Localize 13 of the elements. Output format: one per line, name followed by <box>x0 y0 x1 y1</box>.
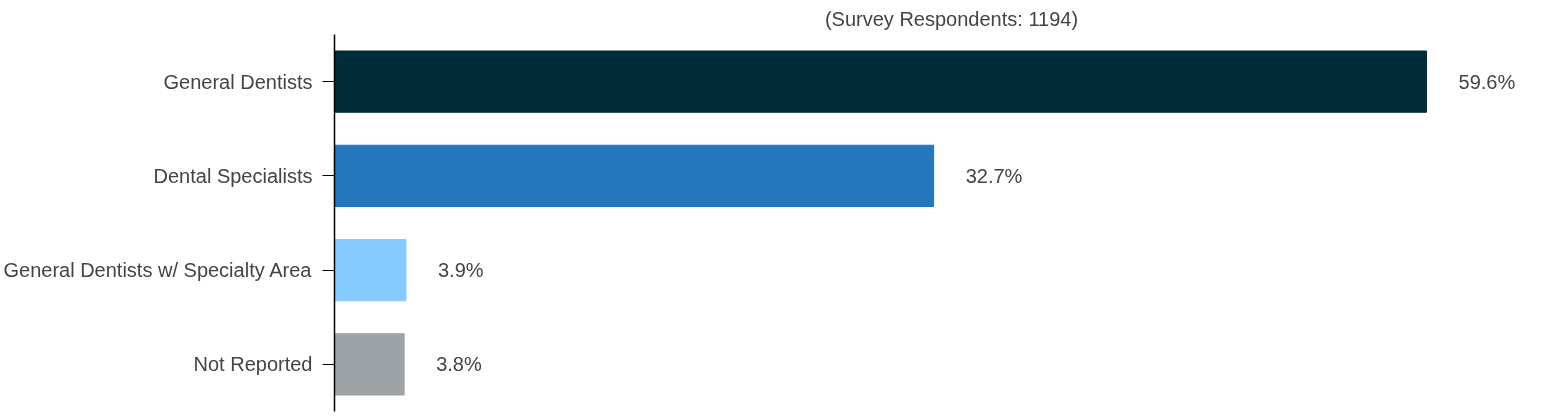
y-tick-label: General Dentists <box>163 70 313 93</box>
bar <box>334 50 1428 113</box>
y-tick-label: General Dentists w/ Specialty Area <box>3 259 313 282</box>
data-label: 59.6% <box>1458 70 1516 93</box>
data-label: 32.7% <box>965 164 1023 187</box>
chart-subtitle: (Survey Respondents: 1194) <box>824 7 1079 30</box>
y-tick-label: Dental Specialists <box>153 164 313 187</box>
bar <box>334 333 405 396</box>
data-label: 3.9% <box>437 259 484 282</box>
data-label: 3.8% <box>436 353 482 376</box>
y-tick-label: Not Reported <box>193 353 313 376</box>
bar <box>334 238 407 302</box>
bar <box>334 144 935 208</box>
